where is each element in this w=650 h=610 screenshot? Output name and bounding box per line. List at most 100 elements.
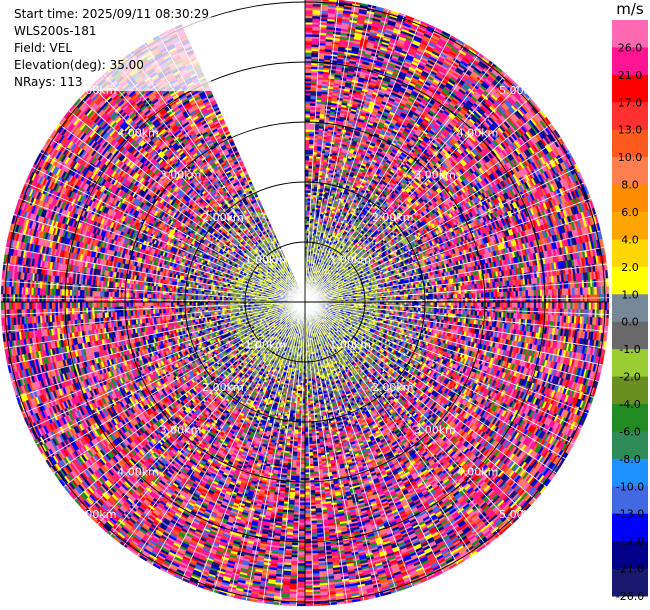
ray-separator	[32, 167, 306, 303]
colorbar-swatch	[612, 157, 648, 186]
ray-separator	[304, 27, 437, 303]
ray-separator	[304, 301, 397, 593]
ray-separator	[304, 301, 582, 430]
ray-separator	[91, 85, 306, 303]
ray-separator	[13, 214, 306, 303]
ray-separator	[304, 301, 547, 488]
ray-separator	[304, 301, 603, 366]
colorbar-swatch	[612, 404, 648, 432]
colorbar-swatch	[612, 47, 648, 76]
ray-separator	[16, 301, 306, 398]
ray-separator	[304, 301, 413, 587]
range-label: 3.00km	[414, 423, 456, 436]
ppi-rays	[0, 0, 610, 607]
colorbar-swatch	[612, 129, 648, 158]
colorbar-tick-label: 21.0	[618, 69, 643, 82]
colorbar-tick-label: -10.0	[616, 480, 644, 493]
colorbar-tick-label: 8.0	[621, 179, 639, 192]
ray-separator	[36, 301, 306, 445]
ray-separator	[68, 110, 306, 303]
colorbar-swatch	[612, 239, 648, 268]
ray-separator	[22, 301, 306, 414]
range-label: 2.00km	[372, 211, 414, 224]
ray-separator	[304, 182, 585, 303]
range-label: 2.00km	[202, 211, 244, 224]
ray-separator	[2, 301, 306, 332]
elevation: Elevation(deg): 35.00	[14, 58, 144, 72]
range-label: 4.00km	[117, 466, 159, 479]
range-label: 4.00km	[457, 126, 499, 139]
ray-separator	[304, 9, 389, 303]
ray-separator	[304, 301, 459, 565]
ray-separator	[5, 246, 306, 303]
colorbar-tick-label: -13.0	[616, 508, 644, 521]
range-label: 2.00km	[202, 381, 244, 394]
ray-separator	[3, 263, 306, 303]
ray-separator	[304, 280, 609, 303]
ray-separator	[304, 301, 314, 606]
ray-separator	[304, 297, 609, 303]
ray-separator	[304, 301, 537, 501]
colorbar-tick-label: -2.0	[619, 371, 640, 384]
colorbar-tick-label: -21.0	[616, 563, 644, 576]
colorbar-tick-label: 6.0	[621, 206, 639, 219]
colorbar-tick-label: 0.0	[621, 316, 639, 329]
colorbar-swatch	[612, 321, 648, 350]
ray-separator	[110, 301, 306, 536]
ray-separator	[53, 301, 306, 474]
field-name: Field: VEL	[14, 41, 73, 55]
ray-separator	[304, 35, 452, 303]
ray-separator	[304, 301, 608, 332]
colorbar-swatch	[612, 184, 648, 213]
ray-separator	[304, 14, 405, 303]
plot-info: Start time: 2025/09/11 08:30:29 WLS200s-…	[12, 6, 211, 91]
ray-separator	[304, 301, 473, 556]
ray-separator	[28, 301, 306, 430]
ray-separator	[304, 301, 599, 382]
ray-separator	[304, 301, 588, 414]
ray-separator	[19, 198, 306, 303]
ray-separator	[304, 123, 552, 303]
ray-separator	[304, 5, 373, 303]
colorbar-swatch	[612, 20, 648, 48]
ray-separator	[97, 301, 306, 525]
range-label: 3.00km	[160, 169, 202, 182]
ray-separator	[1, 280, 306, 303]
range-label: 1.00km	[245, 254, 287, 267]
ray-separator	[1, 301, 306, 316]
range-label: 1.00km	[329, 338, 371, 351]
ray-separator	[296, 301, 306, 606]
ray-separator	[304, 301, 513, 525]
colorbar-tick-label: -1.0	[619, 343, 640, 356]
ray-separator	[73, 301, 306, 501]
colorbar-swatch	[612, 513, 648, 542]
ray-separator	[304, 301, 381, 597]
ray-separator	[304, 167, 578, 303]
ray-separator	[7, 301, 306, 366]
colorbar-swatch	[612, 74, 648, 103]
ray-separator	[58, 123, 306, 303]
colorbar-tick-label: -26.0	[616, 590, 644, 603]
ray-separator	[279, 301, 306, 605]
ray-separator	[9, 230, 306, 303]
range-label: 5.00km	[499, 508, 541, 521]
ray-separator	[63, 301, 306, 488]
nrays: NRays: 113	[14, 75, 83, 89]
colorbar: 26.0 21.0 17.0 13.0 10.0 8.0 6.0 4.0 2.0 1.0 0.0 -1…	[612, 20, 648, 603]
ray-separator	[304, 85, 519, 303]
ray-separator	[48, 137, 306, 303]
range-label: 1.00km	[329, 254, 371, 267]
colorbar-tick-label: 4.0	[621, 233, 639, 246]
colorbar-swatch	[612, 541, 648, 570]
ray-separator	[85, 301, 306, 513]
ray-separator	[304, 62, 494, 303]
ray-separator	[262, 301, 306, 604]
ray-separator	[304, 20, 421, 303]
colorbar-swatch	[612, 568, 648, 597]
ray-separator	[304, 230, 601, 303]
start-time: Start time: 2025/09/11 08:30:29	[14, 7, 209, 21]
colorbar-swatch	[612, 376, 648, 405]
ray-separator	[130, 52, 306, 303]
colorbar-swatch	[612, 266, 648, 295]
